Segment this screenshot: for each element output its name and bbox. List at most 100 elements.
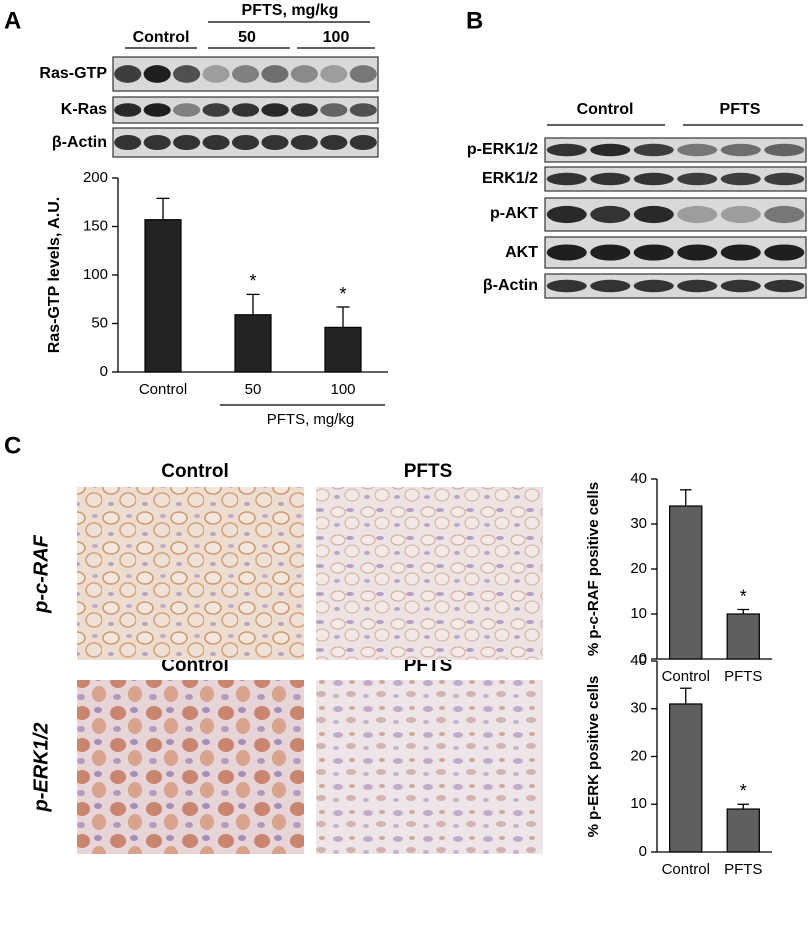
blot-band — [114, 65, 142, 83]
blot-band — [633, 143, 674, 157]
blot-row-label: p-ERK1/2 — [467, 141, 538, 158]
error-bar — [737, 803, 750, 810]
error-bar — [679, 489, 692, 506]
blot-band — [143, 65, 171, 83]
significance-mark: * — [339, 284, 346, 304]
blot-band — [764, 172, 805, 186]
y-tick-label: 0 — [100, 363, 108, 380]
panel-label: C — [4, 432, 21, 459]
error-bar — [336, 306, 350, 328]
y-tick-label: 50 — [91, 314, 108, 331]
blot-band — [720, 143, 761, 157]
blot-band — [546, 205, 587, 224]
blot-band — [261, 65, 289, 83]
blot-band — [173, 65, 201, 83]
blot-strip — [544, 273, 807, 299]
image-column-label: PFTS — [404, 655, 453, 676]
y-axis-label: % p-ERK positive cells — [585, 676, 602, 838]
y-axis-label: Ras-GTP levels, A.U. — [46, 197, 63, 354]
blot-band — [349, 65, 377, 83]
y-tick-label: 40 — [630, 470, 647, 487]
blot-band — [231, 134, 260, 151]
panel-label: B — [466, 7, 483, 34]
blot-band — [764, 244, 805, 261]
blot-band — [590, 205, 631, 224]
bar — [144, 219, 182, 373]
bar — [726, 613, 760, 660]
blot-band — [173, 134, 201, 151]
lane-group: 50 — [238, 29, 256, 46]
significance-mark: * — [249, 271, 256, 291]
panel-label: A — [4, 7, 21, 34]
blot-strip — [544, 137, 807, 163]
image-row-label: p-c-RAF — [30, 534, 52, 614]
bar — [669, 505, 703, 660]
y-tick-label: 100 — [83, 266, 108, 283]
blot-band — [546, 172, 587, 186]
image-column-label: Control — [161, 655, 229, 676]
blot-strip — [544, 236, 807, 269]
blot-row-label: p-AKT — [490, 205, 538, 222]
blot-band — [349, 134, 377, 151]
y-tick-label: 0 — [639, 650, 647, 667]
bar — [726, 808, 760, 853]
blot-row-label: β-Actin — [483, 277, 538, 294]
blot-band — [720, 279, 761, 293]
y-tick-label: 0 — [639, 843, 647, 860]
blot-strip — [544, 197, 807, 232]
y-tick-label: 30 — [630, 700, 647, 717]
blot-row-label: β-Actin — [52, 134, 107, 151]
bar — [324, 326, 362, 373]
blot-band — [633, 205, 674, 224]
image-column-label: PFTS — [404, 461, 453, 482]
blot-band — [720, 244, 761, 261]
bar — [234, 314, 272, 373]
blot-band — [320, 134, 348, 151]
blot-band — [677, 143, 718, 157]
y-axis-label: % p-c-RAF positive cells — [585, 482, 602, 656]
error-bar — [737, 608, 750, 614]
lane-group: Control — [577, 101, 634, 118]
blot-band — [261, 103, 289, 117]
blot-band — [546, 143, 587, 157]
blot-band — [764, 279, 805, 293]
x-tick-label: PFTS — [724, 861, 762, 878]
blot-band — [231, 65, 260, 83]
y-tick-label: 20 — [630, 560, 647, 577]
y-tick-label: 20 — [630, 747, 647, 764]
ihc-image — [316, 487, 543, 660]
y-tick-label: 200 — [83, 169, 108, 186]
blot-band — [677, 244, 718, 261]
x-tick-label: Control — [662, 861, 710, 878]
blot-band — [143, 134, 171, 151]
y-tick-label: 150 — [83, 217, 108, 234]
blot-band — [546, 279, 587, 293]
blot-band — [633, 244, 674, 261]
group-label: PFTS, mg/kg — [242, 2, 339, 19]
group-label: PFTS, mg/kg — [267, 411, 355, 428]
blot-band — [720, 172, 761, 186]
blot-row-label: ERK1/2 — [482, 170, 538, 187]
lane-group: PFTS — [720, 101, 761, 118]
blot-band — [764, 205, 805, 224]
x-tick-label: PFTS — [724, 668, 762, 685]
y-tick-label: 30 — [630, 515, 647, 532]
blot-band — [290, 103, 318, 117]
ihc-image — [77, 680, 304, 854]
blot-band — [590, 244, 631, 261]
blot-band — [143, 103, 171, 117]
ihc-image — [77, 487, 304, 660]
blot-band — [349, 103, 377, 117]
x-tick-label: Control — [662, 668, 710, 685]
blot-row-label: Ras-GTP — [39, 65, 107, 82]
blot-band — [320, 65, 348, 83]
blot-band — [173, 103, 201, 117]
blot-band — [546, 244, 587, 261]
image-column-label: Control — [161, 461, 229, 482]
blot-band — [261, 134, 289, 151]
blot-band — [114, 134, 142, 151]
significance-mark: * — [740, 586, 747, 606]
blot-row-label: K-Ras — [61, 101, 107, 118]
blot-band — [590, 279, 631, 293]
